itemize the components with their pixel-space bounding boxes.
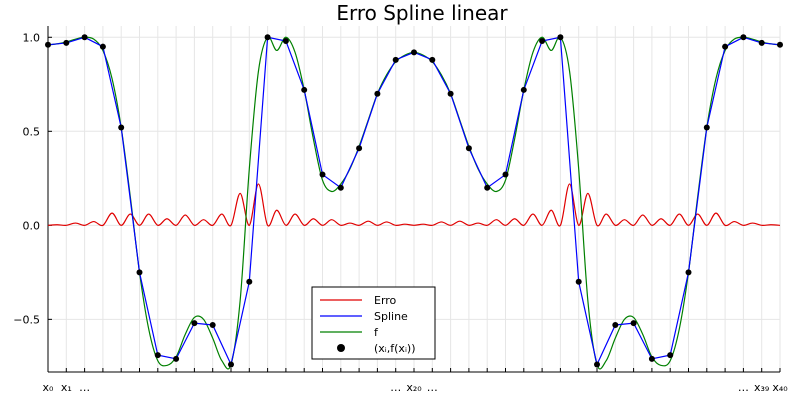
series-erro-line [47,183,781,227]
x-tick-label: … [738,381,749,394]
data-point [282,38,289,45]
data-point [63,39,70,46]
x-tick-label: x₃₉ [754,381,769,394]
x-tick-label: … [79,381,90,394]
data-point [758,39,765,46]
y-tick-label: 0.0 [23,219,41,232]
data-point [777,41,783,48]
data-point [246,278,253,285]
data-point [520,86,527,93]
x-tick-label: … [390,381,401,394]
legend-label-points: (xᵢ,f(xᵢ)) [374,342,416,355]
data-point [557,34,564,41]
data-point [374,90,381,97]
y-ticks: 1.0 0.5 0.0 −0.5 [13,31,52,326]
data-point [209,321,216,328]
data-point [356,145,363,152]
grid [47,26,781,372]
data-point [392,56,399,63]
data-point [337,184,344,191]
y-tick-label: −0.5 [13,313,40,326]
x-tick-label: … [427,381,438,394]
data-point [703,124,710,131]
data-point [740,34,747,41]
x-ticks: x₀ x₁ … … x₂₀ … … x₃₉ x₄₀ [43,368,788,394]
legend: Erro Spline f (xᵢ,f(xᵢ)) [311,286,436,360]
y-tick-label: 0.5 [23,125,41,138]
data-point [118,124,125,131]
x-tick-label: x₀ [43,381,55,394]
legend-box [311,286,436,360]
y-tick-label: 1.0 [23,31,41,44]
data-point [228,361,234,368]
data-point [447,90,454,97]
data-point [173,355,180,362]
x-tick-label: x₄₀ [772,381,788,394]
data-point [685,269,692,276]
data-point [136,269,143,276]
data-point [301,86,308,93]
legend-label-erro: Erro [374,294,397,307]
data-point [429,56,436,63]
data-point [594,361,600,368]
data-point [630,320,637,327]
data-point [411,49,417,56]
data-point [45,41,51,48]
data-point [667,352,674,359]
data-point [612,321,619,328]
data-point [99,43,106,50]
data-point [648,355,655,362]
chart-title: Erro Spline linear [336,1,508,25]
x-tick-label: x₁ [61,381,72,394]
data-point [465,145,472,152]
data-point [502,171,509,178]
legend-swatch-points [337,344,345,352]
data-point [722,43,729,50]
data-point [575,278,582,285]
data-point [191,320,198,327]
data-point [264,34,271,41]
data-point [319,171,326,178]
x-tick-label: x₂₀ [406,381,422,394]
data-point [81,34,88,41]
data-point [484,184,491,191]
legend-label-f: f [374,326,379,339]
data-point [539,38,546,45]
series-points [45,34,783,368]
legend-label-spline: Spline [374,310,408,323]
data-point [154,352,161,359]
